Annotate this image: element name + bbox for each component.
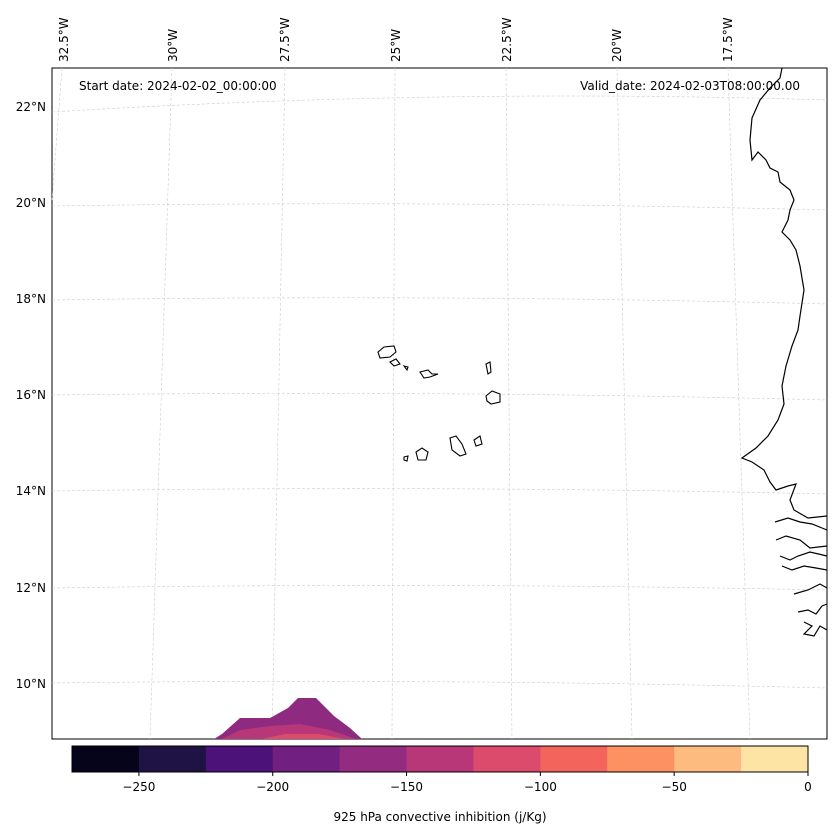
africa-coastline: [740, 67, 828, 637]
island-santiago: [449, 435, 467, 457]
colorbar-tick-label: 0: [804, 780, 812, 794]
lat-label: 18°N: [16, 292, 46, 306]
lon-label: 22.5°W: [500, 17, 514, 62]
colorbar-cell: [339, 746, 408, 772]
colorbar-cell: [473, 746, 541, 772]
island-sao-nicolau: [419, 369, 439, 379]
colorbar-cell: [205, 746, 274, 772]
island-sao-vicente: [389, 358, 401, 367]
lat-label: 20°N: [16, 196, 46, 210]
colorbar-cell: [272, 746, 341, 772]
island-brava: [403, 455, 409, 462]
lon-label: 25°W: [389, 29, 403, 62]
colorbar-tick-label: −50: [662, 780, 687, 794]
map-frame: [51, 67, 828, 740]
colorbar-label: 925 hPa convective inhibition (j/Kg): [333, 810, 546, 824]
valid-date-label: Valid_date: 2024-02-03T08:00:00.00: [580, 79, 800, 93]
colorbar-tick-label: −250: [122, 780, 155, 794]
island-santo-antao: [377, 345, 397, 359]
colorbar: −250 −200 −150 −100 −50 0 925 hPa convective …: [71, 745, 812, 824]
colorbar-cell: [741, 746, 809, 772]
colorbar-tick-label: −200: [256, 780, 289, 794]
lon-label: 32.5°W: [57, 17, 71, 62]
start-date-label: Start date: 2024-02-02_00:00:00: [79, 79, 277, 93]
colorbar-cell: [607, 746, 675, 772]
lon-label: 17.5°W: [721, 17, 735, 62]
colorbar-cell: [540, 746, 608, 772]
colorbar-tick-label: −150: [390, 780, 423, 794]
colorbar-cell: [138, 746, 207, 772]
colorbar-cell: [674, 746, 742, 772]
latitude-labels: 22°N 20°N 18°N 16°N 14°N 12°N 10°N: [16, 100, 46, 691]
island-sal: [485, 361, 492, 375]
cin-level-core: [262, 734, 346, 739]
island-boa-vista: [485, 390, 501, 405]
colorbar-ticks: −250 −200 −150 −100 −50 0: [122, 772, 812, 794]
cin-shaded-region: [214, 698, 362, 739]
lat-label: 22°N: [16, 100, 46, 114]
lat-label: 16°N: [16, 388, 46, 402]
island-santa-luzia: [402, 365, 409, 372]
lon-label: 30°W: [166, 29, 180, 62]
colorbar-cells: [72, 746, 809, 772]
island-maio: [473, 435, 483, 447]
colorbar-cell: [72, 746, 140, 772]
lon-label: 27.5°W: [278, 17, 292, 62]
island-fogo: [415, 447, 429, 461]
colorbar-tick-label: −100: [524, 780, 557, 794]
lat-label: 14°N: [16, 484, 46, 498]
lat-label: 12°N: [16, 581, 46, 595]
colorbar-cell: [406, 746, 474, 772]
colorbar-outline: [71, 745, 809, 773]
lon-label: 20°W: [610, 29, 624, 62]
longitude-labels: 32.5°W 30°W 27.5°W 25°W 22.5°W 20°W 17.5…: [57, 17, 735, 62]
lat-label: 10°N: [16, 677, 46, 691]
cabo-verde-islands: [377, 345, 501, 462]
graticule: [51, 67, 828, 740]
